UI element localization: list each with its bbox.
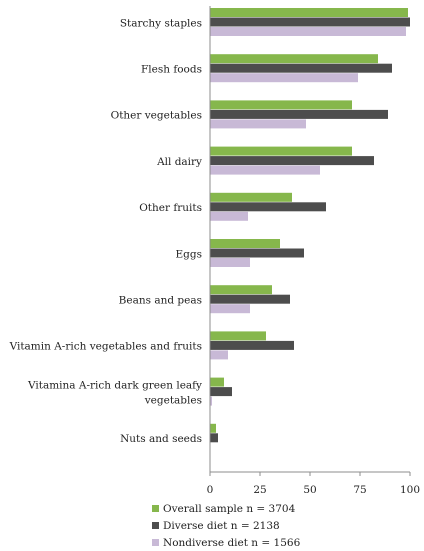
bar [210, 377, 224, 387]
category-label: Other vegetables [111, 110, 202, 122]
bar [210, 285, 272, 295]
legend-label-overall: Overall sample n = 3704 [163, 502, 296, 515]
category-label: Flesh foods [141, 63, 202, 75]
legend-item-nondiverse: Nondiverse diet n = 1566 [152, 534, 422, 551]
category-labels: Starchy staples Flesh foods Other vegetabl… [9, 17, 202, 445]
bar [210, 433, 218, 443]
x-tick-label: 0 [207, 484, 214, 496]
category-label: Vitamin A-rich vegetables and fruits [9, 341, 202, 353]
category-label: All dairy [156, 156, 202, 168]
category-label-line: Vitamina A-rich dark green leafy [27, 379, 202, 391]
bar [210, 423, 216, 433]
bar [210, 202, 326, 212]
bar [210, 239, 280, 248]
legend-swatch-diverse [152, 522, 159, 529]
bar [210, 248, 304, 258]
legend-label-diverse: Diverse diet n = 2138 [163, 519, 280, 532]
bar [210, 156, 374, 166]
chart: Starchy staples Flesh foods Other vegetabl… [9, 6, 420, 496]
bar [210, 192, 292, 202]
x-tick-label: 50 [303, 484, 316, 496]
category-label: Vitamina A-rich dark green leafy vegetabl… [27, 379, 202, 406]
legend-item-overall: Overall sample n = 3704 [152, 500, 422, 517]
category-label: Nuts and seeds [120, 433, 202, 445]
bar [210, 146, 352, 156]
x-axis-ticks: 0 25 50 75 100 [207, 472, 420, 496]
bar [210, 27, 406, 36]
bar [210, 396, 212, 406]
bar [210, 119, 306, 129]
bar [210, 100, 352, 110]
bar [210, 258, 250, 267]
category-label: Starchy staples [120, 17, 202, 29]
legend-swatch-overall [152, 505, 159, 512]
bar [210, 54, 378, 64]
bar [210, 17, 410, 27]
bar [210, 211, 248, 221]
category-label-line: vegetables [144, 394, 202, 406]
legend-label-nondiverse: Nondiverse diet n = 1566 [163, 536, 301, 549]
bar [210, 109, 388, 119]
bar [210, 331, 266, 341]
x-tick-label: 75 [353, 484, 366, 496]
legend-swatch-nondiverse [152, 539, 159, 546]
category-label: Beans and peas [119, 294, 202, 306]
bar [210, 63, 392, 73]
bar [210, 165, 320, 175]
legend-item-diverse: Diverse diet n = 2138 [152, 517, 422, 534]
legend: Overall sample n = 3704 Diverse diet n =… [152, 500, 422, 551]
x-tick-label: 100 [400, 484, 420, 496]
bar [210, 350, 228, 360]
bars [210, 8, 410, 443]
bar [210, 387, 232, 397]
bar [210, 340, 294, 350]
bar [210, 8, 408, 17]
bar [210, 294, 290, 304]
x-tick-label: 25 [253, 484, 266, 496]
bar [210, 304, 250, 314]
category-label: Eggs [176, 248, 203, 260]
category-label: Other fruits [139, 202, 202, 214]
bar [210, 73, 358, 83]
